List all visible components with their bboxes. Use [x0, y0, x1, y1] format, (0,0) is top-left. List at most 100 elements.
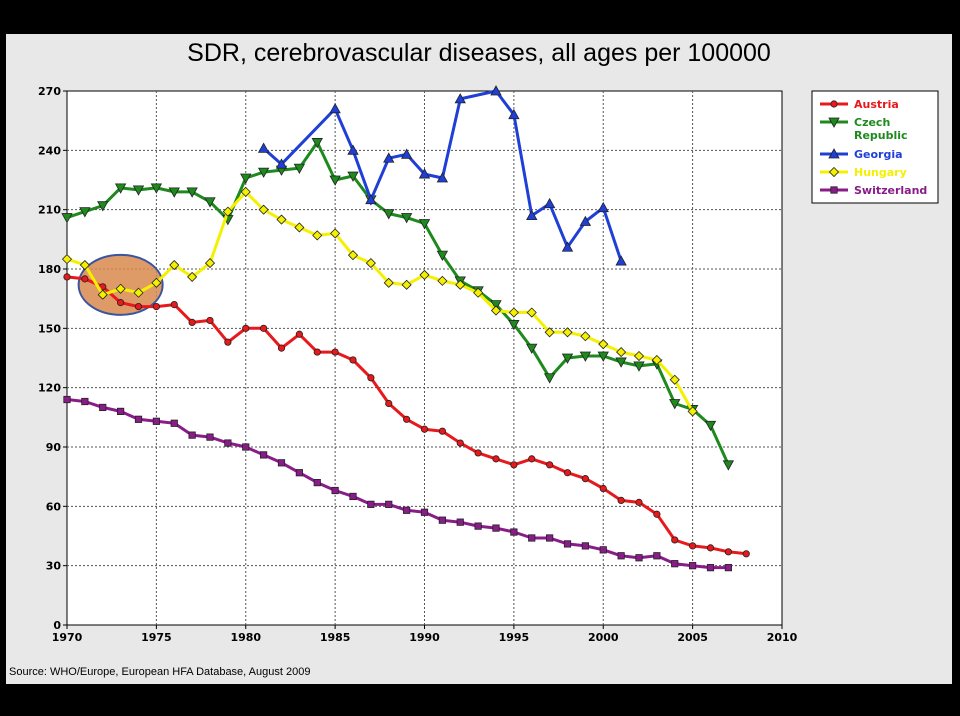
data-point-switzerland — [581, 542, 589, 550]
data-point-czech-republic — [186, 187, 198, 198]
series-switzerland — [63, 395, 732, 572]
data-point-switzerland — [224, 439, 232, 447]
data-point-czech-republic — [561, 353, 574, 364]
data-point-austria — [63, 273, 71, 281]
data-point-hungary — [240, 186, 251, 197]
data-point-georgia — [383, 152, 395, 163]
data-point-georgia — [543, 197, 556, 209]
data-point-czech-republic — [132, 185, 145, 196]
data-point-switzerland — [81, 397, 89, 406]
data-point-switzerland — [689, 562, 697, 570]
data-point-czech-republic — [633, 361, 645, 372]
data-point-czech-republic — [168, 187, 180, 198]
source-note: Source: WHO/Europe, European HFA Databas… — [9, 666, 310, 678]
data-point-hungary — [455, 279, 466, 290]
data-point-czech-republic — [329, 175, 341, 186]
data-point-georgia — [490, 85, 502, 96]
data-point-hungary — [419, 269, 430, 280]
data-point-georgia — [329, 102, 341, 114]
data-point-austria — [706, 544, 715, 552]
data-point-hungary — [258, 204, 269, 215]
data-point-switzerland — [260, 451, 268, 459]
data-point-austria — [331, 348, 339, 356]
data-point-austria — [152, 302, 160, 311]
data-point-czech-republic — [383, 209, 395, 220]
data-point-austria — [420, 425, 429, 433]
data-point-czech-republic — [722, 460, 735, 471]
data-point-hungary — [204, 258, 216, 269]
legend: Austria Czech Republic Georgia Hungary Switze… — [811, 90, 939, 204]
data-point-hungary — [294, 222, 305, 233]
data-point-switzerland — [456, 518, 464, 526]
data-point-switzerland — [295, 469, 303, 477]
legend-item-georgia: Georgia — [820, 148, 903, 161]
data-point-austria — [438, 427, 446, 435]
data-point-switzerland — [492, 524, 500, 532]
data-point-austria — [117, 299, 125, 307]
data-point-switzerland — [117, 407, 125, 416]
data-point-hungary — [151, 277, 162, 288]
data-point-georgia — [275, 158, 288, 169]
data-point-hungary — [115, 283, 126, 294]
legend-item-hungary: Hungary — [820, 166, 907, 179]
data-point-austria — [546, 461, 554, 469]
data-point-hungary — [544, 327, 555, 338]
data-point-austria — [742, 550, 750, 558]
data-point-hungary — [580, 331, 591, 342]
data-point-austria — [724, 548, 732, 556]
data-point-austria — [295, 330, 303, 338]
data-point-hungary — [490, 305, 502, 316]
data-point-hungary — [633, 350, 645, 362]
data-point-hungary — [687, 406, 698, 417]
data-point-czech-republic — [704, 420, 717, 432]
slide: SDR, cerebrovascular diseases, all ages … — [6, 34, 952, 684]
data-point-czech-republic — [526, 343, 538, 354]
data-point-hungary — [383, 277, 394, 288]
data-point-switzerland — [242, 443, 250, 451]
data-point-czech-republic — [150, 183, 163, 194]
data-point-czech-republic — [579, 351, 592, 362]
data-point-austria — [528, 455, 536, 463]
y-tick-label: 270 — [38, 85, 61, 98]
x-tick-label: 2005 — [677, 631, 708, 644]
data-point-czech-republic — [490, 300, 502, 311]
legend-swatch-marker — [828, 166, 840, 178]
x-tick-label: 1970 — [52, 631, 83, 644]
data-point-hungary — [598, 339, 609, 350]
data-point-switzerland — [671, 560, 679, 568]
data-point-switzerland — [134, 415, 143, 423]
data-point-czech-republic — [436, 250, 449, 261]
data-point-switzerland — [653, 552, 661, 560]
y-tick-label: 240 — [38, 144, 61, 157]
data-point-georgia — [579, 215, 592, 226]
data-point-austria — [206, 316, 214, 325]
y-tick-label: 0 — [53, 619, 61, 632]
data-point-switzerland — [635, 554, 643, 562]
legend-box — [811, 90, 939, 204]
chart: SDR, cerebrovascular diseases, all ages … — [9, 39, 939, 678]
data-point-hungary — [169, 259, 180, 271]
data-point-austria — [277, 344, 286, 352]
data-point-austria — [81, 275, 89, 283]
data-point-czech-republic — [311, 138, 323, 149]
x-tick-label: 1995 — [499, 631, 530, 644]
data-point-switzerland — [474, 522, 482, 530]
y-tick-label: 60 — [46, 500, 62, 513]
data-point-austria — [188, 318, 196, 326]
data-point-austria — [349, 356, 357, 364]
legend-swatch-marker — [828, 117, 840, 128]
data-point-austria — [671, 536, 679, 544]
data-point-switzerland — [170, 419, 178, 427]
y-tick-label: 150 — [38, 322, 61, 335]
series-layer — [61, 85, 750, 572]
data-point-switzerland — [706, 564, 715, 572]
data-point-austria — [367, 374, 375, 382]
data-point-georgia — [597, 201, 609, 213]
data-point-czech-republic — [418, 219, 431, 230]
data-point-austria — [492, 455, 500, 463]
data-point-austria — [385, 399, 393, 408]
data-point-austria — [510, 461, 518, 469]
data-point-switzerland — [528, 534, 536, 542]
data-point-czech-republic — [79, 207, 91, 218]
data-point-georgia — [418, 168, 431, 179]
